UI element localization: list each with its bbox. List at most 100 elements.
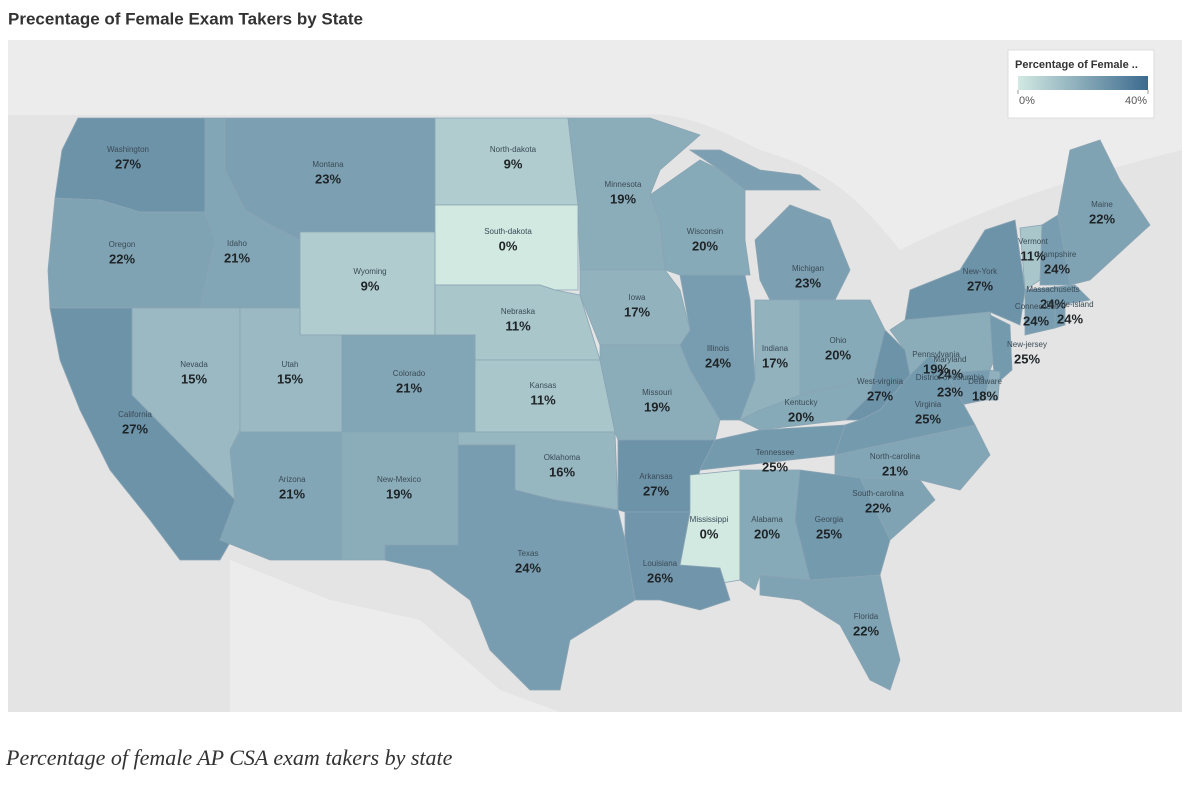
canada-area (8, 40, 1182, 250)
state (1039, 214, 1071, 286)
state-value: 21% (279, 486, 305, 501)
state-name: North-dakota (490, 145, 537, 154)
state-name: Maine (1091, 200, 1113, 209)
state-value: 20% (692, 238, 718, 253)
state-value: 20% (788, 409, 814, 424)
state-value: 25% (915, 411, 941, 426)
state (739, 369, 876, 431)
state-name: Kansas (530, 381, 557, 390)
state-value: 11% (530, 392, 556, 407)
state-name: Arizona (278, 475, 306, 484)
state-value: 22% (1089, 211, 1115, 226)
state-name: Missouri (642, 388, 672, 397)
state-name: Virginia (915, 400, 942, 409)
state-name: Vermont (1018, 237, 1049, 246)
state-name: Colorado (393, 369, 426, 378)
legend-tick-label: 0% (1019, 95, 1035, 107)
state-value: 20% (754, 526, 780, 541)
state-value: 24% (1057, 311, 1083, 326)
state (688, 149, 851, 301)
state-value: 24% (1040, 296, 1066, 311)
state-name: Louisiana (643, 559, 678, 568)
state (699, 424, 846, 471)
legend-colorbar (1018, 76, 1148, 90)
state-value: 27% (967, 278, 993, 293)
state-value: 21% (224, 250, 250, 265)
state (649, 159, 751, 276)
state-value: 22% (853, 623, 879, 638)
state-name: Oklahoma (544, 453, 581, 462)
state-name: Rhode-island (1046, 300, 1093, 309)
state-value: 0% (499, 238, 518, 253)
state-value: 17% (624, 304, 650, 319)
state-value: 21% (882, 463, 908, 478)
state-value: 23% (795, 275, 821, 290)
state-name: New-jersey (1007, 340, 1047, 349)
state-name: Washington (107, 145, 149, 154)
state-name: Florida (854, 612, 879, 621)
state-name: Massachusetts (1026, 285, 1079, 294)
state (384, 444, 636, 691)
mexico-area (230, 560, 560, 712)
state-value: 0% (700, 526, 719, 541)
state-value: 27% (867, 388, 893, 403)
state-value: 17% (762, 355, 788, 370)
state (1024, 284, 1091, 306)
state-name: Montana (312, 160, 344, 169)
state (49, 307, 241, 561)
state-value: 24% (1044, 261, 1070, 276)
state-value: 23% (315, 171, 341, 186)
state-value: 15% (181, 371, 207, 386)
state-name: South-dakota (484, 227, 532, 236)
state-name: North-carolina (870, 452, 921, 461)
state-value: 26% (647, 570, 673, 585)
state-value: 27% (115, 156, 141, 171)
state (679, 274, 756, 421)
state-value: 25% (762, 459, 788, 474)
state-value: 22% (109, 251, 135, 266)
state (1054, 304, 1066, 329)
state (1057, 139, 1151, 286)
state-name: Delaware (968, 377, 1002, 386)
state-value: 27% (643, 483, 669, 498)
state-name: Tennessee (756, 448, 795, 457)
state-name: South-carolina (852, 489, 904, 498)
state-value: 24% (515, 560, 541, 575)
state-value: 23% (937, 384, 963, 399)
state-name: New-York (963, 267, 998, 276)
state-name: Arkansas (639, 472, 672, 481)
state-name: Texas (518, 549, 539, 558)
state-value: 22% (865, 500, 891, 515)
state-value: 11% (1020, 248, 1046, 263)
state-value: 25% (816, 526, 842, 541)
state-name: Michigan (792, 264, 824, 273)
state-name: District-of-columbia (916, 373, 985, 382)
state-value: 15% (277, 371, 303, 386)
state-name: Idaho (227, 239, 248, 248)
state-labels: Washington 27% Montana 23% North-dakota 9% Min… (107, 145, 1115, 638)
state-name: Nevada (180, 360, 208, 369)
state (989, 314, 1013, 386)
state-value: 27% (122, 421, 148, 436)
state-value: 19% (386, 486, 412, 501)
legend-title: Percentage of Female .. (1015, 59, 1138, 71)
state-name: Oregon (109, 240, 136, 249)
state-name: New-Mexico (377, 475, 422, 484)
state-name: Utah (282, 360, 299, 369)
state-value: 9% (504, 156, 523, 171)
state-value: 24% (705, 355, 731, 370)
state-name: Nebraska (501, 307, 536, 316)
state-value: 25% (1014, 351, 1040, 366)
state-value: 9% (361, 278, 380, 293)
state-name: Indiana (762, 344, 789, 353)
state-name: Hampshire (1038, 250, 1077, 259)
state-value: 19% (644, 399, 670, 414)
state-name: Pennsylvania (912, 350, 960, 359)
state-value: 11% (505, 318, 531, 333)
state-name: Ohio (830, 336, 847, 345)
state-name: Illinois (707, 344, 729, 353)
state-name: Alabama (751, 515, 783, 524)
state-value: 19% (610, 191, 636, 206)
state-name: Minnesota (605, 180, 642, 189)
